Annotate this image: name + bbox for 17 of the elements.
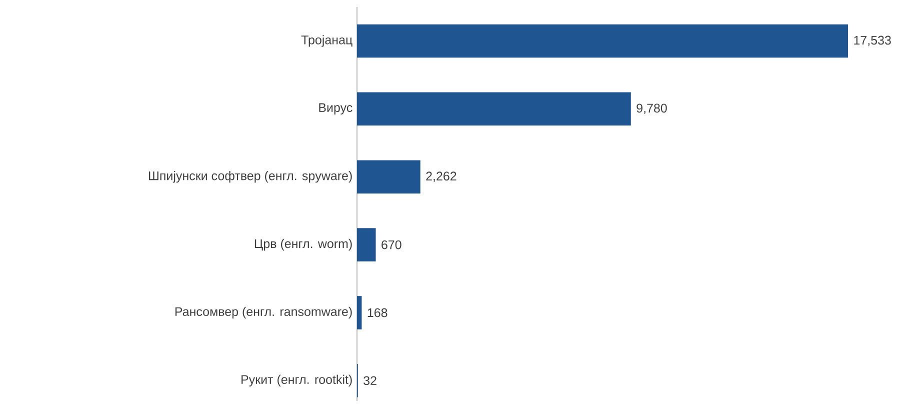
- y-tick-label: Тројанац: [301, 35, 352, 47]
- data-label: 2,262: [426, 172, 456, 182]
- bar: [357, 228, 376, 262]
- data-label: 168: [368, 308, 388, 318]
- data-label: 9,780: [636, 104, 667, 114]
- data-label: 32: [364, 376, 376, 386]
- y-tick-label: Шпијунски софтвер (енгл. spyware): [148, 171, 352, 183]
- y-tick-label: Рукит (енгл. rootkit): [242, 374, 352, 386]
- y-tick-label: Вирус: [319, 103, 352, 114]
- y-tick-label: Црв (енгл. worm): [254, 238, 352, 251]
- bar: [357, 160, 420, 194]
- bar: [357, 296, 362, 330]
- bar: [357, 24, 848, 58]
- y-tick-label: Рансомвер (енгл. ransomware): [175, 306, 352, 319]
- bar: [357, 92, 631, 126]
- data-label: 670: [382, 240, 402, 250]
- data-label: 17,533: [854, 36, 891, 46]
